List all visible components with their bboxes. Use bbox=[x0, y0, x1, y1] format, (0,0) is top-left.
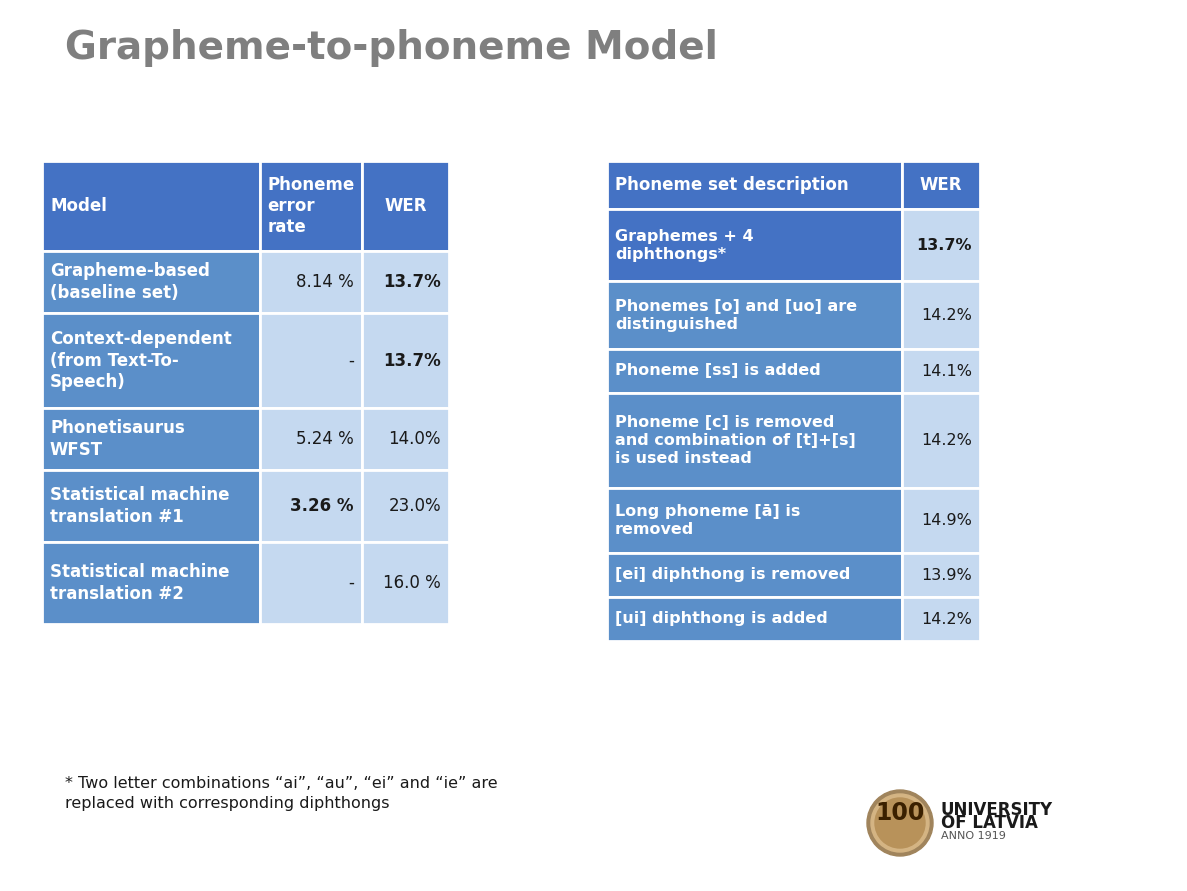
Text: Model: Model bbox=[50, 197, 107, 215]
Bar bbox=[607, 553, 902, 597]
Bar bbox=[362, 542, 449, 624]
Text: 14.1%: 14.1% bbox=[921, 364, 972, 379]
Bar bbox=[42, 251, 260, 313]
Bar bbox=[902, 281, 980, 349]
Bar bbox=[42, 470, 260, 542]
Bar bbox=[607, 161, 902, 209]
Text: Phoneme [c] is removed
and combination of [t]+[s]
is used instead: Phoneme [c] is removed and combination o… bbox=[615, 415, 856, 466]
Text: OF LATVIA: OF LATVIA bbox=[941, 814, 1037, 832]
Bar bbox=[607, 209, 902, 281]
Bar bbox=[902, 597, 980, 641]
Bar bbox=[607, 393, 902, 488]
Bar bbox=[902, 553, 980, 597]
Bar bbox=[42, 313, 260, 408]
Bar bbox=[42, 161, 260, 251]
Text: -: - bbox=[348, 352, 354, 370]
Text: 14.2%: 14.2% bbox=[921, 433, 972, 448]
Bar bbox=[42, 542, 260, 624]
Text: Graphemes + 4
diphthongs*: Graphemes + 4 diphthongs* bbox=[615, 228, 754, 261]
Text: 14.9%: 14.9% bbox=[921, 513, 972, 528]
Bar bbox=[260, 251, 362, 313]
Bar bbox=[902, 488, 980, 553]
Text: 13.7%: 13.7% bbox=[383, 352, 442, 370]
Circle shape bbox=[867, 790, 933, 856]
Bar bbox=[607, 349, 902, 393]
Text: [ui] diphthong is added: [ui] diphthong is added bbox=[615, 611, 827, 626]
Text: 13.7%: 13.7% bbox=[383, 273, 442, 291]
Text: Context-dependent
(from Text-To-
Speech): Context-dependent (from Text-To- Speech) bbox=[50, 330, 231, 391]
Bar bbox=[260, 470, 362, 542]
Bar bbox=[260, 161, 362, 251]
Bar bbox=[902, 209, 980, 281]
Text: WER: WER bbox=[385, 197, 427, 215]
Text: 13.9%: 13.9% bbox=[921, 568, 972, 583]
Text: [ei] diphthong is removed: [ei] diphthong is removed bbox=[615, 568, 850, 583]
Text: Grapheme-based
(baseline set): Grapheme-based (baseline set) bbox=[50, 262, 210, 302]
Text: Grapheme-to-phoneme Model: Grapheme-to-phoneme Model bbox=[65, 29, 718, 67]
Bar bbox=[362, 313, 449, 408]
Text: Statistical machine
translation #2: Statistical machine translation #2 bbox=[50, 563, 229, 602]
Text: 14.2%: 14.2% bbox=[921, 611, 972, 626]
Text: Phonetisaurus
WFST: Phonetisaurus WFST bbox=[50, 420, 185, 459]
Text: Long phoneme [ā] is
removed: Long phoneme [ā] is removed bbox=[615, 504, 800, 537]
Bar bbox=[607, 597, 902, 641]
Circle shape bbox=[871, 794, 929, 852]
Text: Phonemes [o] and [uo] are
distinguished: Phonemes [o] and [uo] are distinguished bbox=[615, 298, 857, 331]
Bar bbox=[260, 313, 362, 408]
Bar bbox=[362, 251, 449, 313]
Text: Phoneme
error
rate: Phoneme error rate bbox=[267, 176, 355, 236]
Text: 100: 100 bbox=[875, 801, 925, 825]
Text: ANNO 1919: ANNO 1919 bbox=[941, 831, 1005, 841]
Text: 14.2%: 14.2% bbox=[921, 307, 972, 323]
Text: Phoneme set description: Phoneme set description bbox=[615, 176, 849, 194]
Bar bbox=[902, 349, 980, 393]
Text: 8.14 %: 8.14 % bbox=[297, 273, 354, 291]
Text: WER: WER bbox=[920, 176, 963, 194]
Text: Statistical machine
translation #1: Statistical machine translation #1 bbox=[50, 486, 229, 526]
Text: Phoneme [ss] is added: Phoneme [ss] is added bbox=[615, 364, 820, 379]
Text: UNIVERSITY: UNIVERSITY bbox=[941, 801, 1053, 819]
Text: 16.0 %: 16.0 % bbox=[383, 574, 442, 592]
Circle shape bbox=[875, 798, 925, 848]
Bar bbox=[260, 408, 362, 470]
Bar bbox=[362, 470, 449, 542]
Bar bbox=[260, 542, 362, 624]
Bar bbox=[607, 281, 902, 349]
Bar bbox=[902, 161, 980, 209]
Text: * Two letter combinations “ai”, “au”, “ei” and “ie” are
replaced with correspond: * Two letter combinations “ai”, “au”, “e… bbox=[65, 776, 497, 811]
Bar bbox=[607, 488, 902, 553]
Bar bbox=[362, 161, 449, 251]
Bar bbox=[902, 393, 980, 488]
Text: 14.0%: 14.0% bbox=[388, 430, 442, 448]
Text: 23.0%: 23.0% bbox=[388, 497, 442, 515]
Text: -: - bbox=[348, 574, 354, 592]
Text: 5.24 %: 5.24 % bbox=[297, 430, 354, 448]
Bar bbox=[362, 408, 449, 470]
Text: 13.7%: 13.7% bbox=[916, 238, 972, 252]
Bar bbox=[42, 408, 260, 470]
Text: 3.26 %: 3.26 % bbox=[291, 497, 354, 515]
